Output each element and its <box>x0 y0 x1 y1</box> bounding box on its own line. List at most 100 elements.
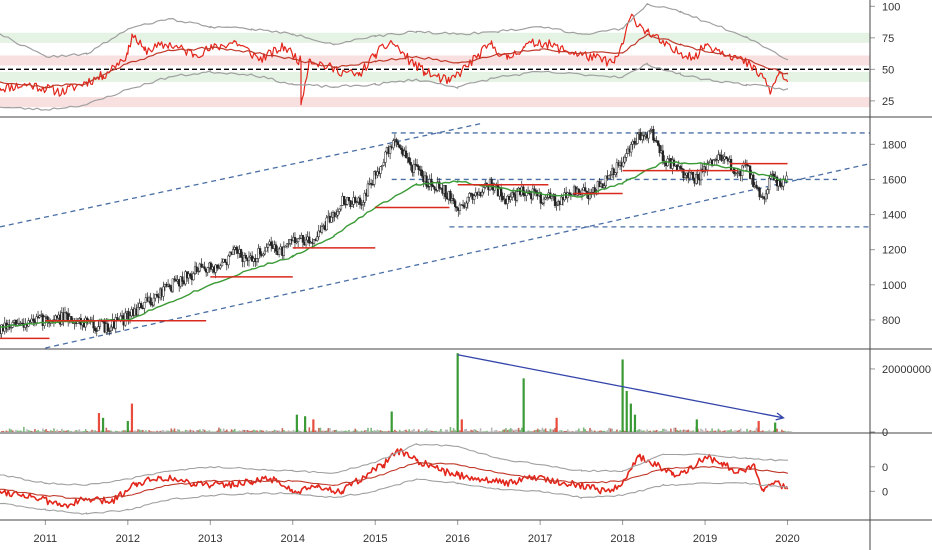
volume-bar <box>403 430 406 432</box>
candle-body <box>453 200 457 207</box>
candle-body <box>680 168 684 170</box>
volume-bar <box>689 430 691 432</box>
volume-bar <box>145 430 147 432</box>
volume-bar <box>495 429 498 432</box>
x-tick-label: 2013 <box>198 533 222 545</box>
volume-bar <box>306 431 309 432</box>
volume-bar <box>435 430 437 432</box>
volume-bar <box>658 431 661 432</box>
volume-bar <box>207 431 209 432</box>
volume-bar <box>671 431 674 432</box>
rsi-series-rsi_lower <box>0 62 789 111</box>
volume-bar <box>65 430 68 432</box>
volume-bar <box>571 431 574 432</box>
volume-bar <box>226 429 228 432</box>
volume-bar <box>64 430 66 432</box>
candle-body <box>143 302 146 309</box>
candle-body <box>65 312 68 314</box>
volume-bar <box>440 428 442 432</box>
volume-bar <box>253 429 255 432</box>
volume-bar <box>108 430 111 432</box>
volume-bar <box>189 429 192 432</box>
price-y-tick-label: 1400 <box>882 210 906 222</box>
candle-body <box>320 226 324 233</box>
candle-body <box>255 258 259 263</box>
volume-bar <box>132 431 135 432</box>
volume-bar <box>78 429 81 432</box>
candle-body <box>501 195 504 201</box>
volume-bar <box>76 430 79 432</box>
volume-bar <box>310 431 312 432</box>
rsi-band <box>0 97 870 108</box>
volume-bar <box>34 428 36 432</box>
candle-body <box>761 196 764 198</box>
volume-bar <box>749 430 751 432</box>
price-candles <box>0 125 788 339</box>
volume-bar <box>444 429 447 432</box>
volume-spike <box>295 414 298 432</box>
volume-bar <box>335 429 338 432</box>
candle-body <box>656 140 660 146</box>
candle-body <box>362 202 365 206</box>
volume-spike <box>621 359 624 432</box>
oscillator-y-tick-label: 0 <box>882 486 888 498</box>
candle-body <box>338 208 341 212</box>
volume-bar <box>527 430 529 432</box>
candle-body <box>604 175 607 187</box>
candle-body <box>555 204 558 207</box>
volume-bar <box>96 431 98 432</box>
volume-bar <box>362 431 365 432</box>
x-tick-label: 2019 <box>693 533 717 545</box>
volume-bar <box>543 429 545 432</box>
volume-bar <box>135 431 138 432</box>
volume-bar <box>500 431 502 432</box>
volume-bar <box>554 427 556 432</box>
candle-body <box>168 284 171 288</box>
candle-body <box>171 278 175 292</box>
candle-body <box>622 161 625 167</box>
candle-body <box>358 197 362 205</box>
volume-bar <box>51 431 54 432</box>
volume-bar <box>91 429 93 432</box>
candle-body <box>531 188 534 200</box>
volume-bar <box>517 427 520 432</box>
volume-bar <box>708 431 710 432</box>
volume-bar <box>720 431 723 432</box>
volume-bar <box>214 431 217 432</box>
volume-bar <box>360 430 363 432</box>
volume-bar <box>15 429 17 432</box>
volume-bar <box>343 430 345 432</box>
candle-body <box>623 157 626 163</box>
volume-bar <box>29 430 31 432</box>
volume-bar <box>48 431 51 432</box>
candle-body <box>695 173 698 184</box>
candle-body <box>317 230 320 238</box>
candle-body <box>541 202 544 205</box>
candle-body <box>373 171 376 185</box>
candle-body <box>766 189 769 195</box>
candle-body <box>720 155 723 161</box>
volume-bar <box>327 428 330 432</box>
volume-spike <box>390 411 393 432</box>
volume-bar <box>18 430 20 432</box>
volume-bar <box>386 431 388 432</box>
candle-body <box>490 179 493 185</box>
volume-bar <box>318 427 320 432</box>
volume-bar <box>508 429 510 432</box>
volume-bar <box>723 430 726 432</box>
volume-bar <box>176 429 179 432</box>
volume-bar <box>46 430 49 432</box>
volume-bar <box>562 430 564 432</box>
volume-bar <box>733 430 736 432</box>
volume-bar <box>67 430 70 432</box>
candle-body <box>415 164 419 167</box>
candle-body <box>649 130 652 132</box>
volume-bar <box>703 431 705 432</box>
volume-bar <box>473 429 476 432</box>
volume-bar <box>5 430 8 432</box>
volume-bar <box>8 428 11 432</box>
volume-bar <box>451 430 453 432</box>
volume-bar <box>21 431 24 432</box>
volume-bar <box>329 428 331 432</box>
